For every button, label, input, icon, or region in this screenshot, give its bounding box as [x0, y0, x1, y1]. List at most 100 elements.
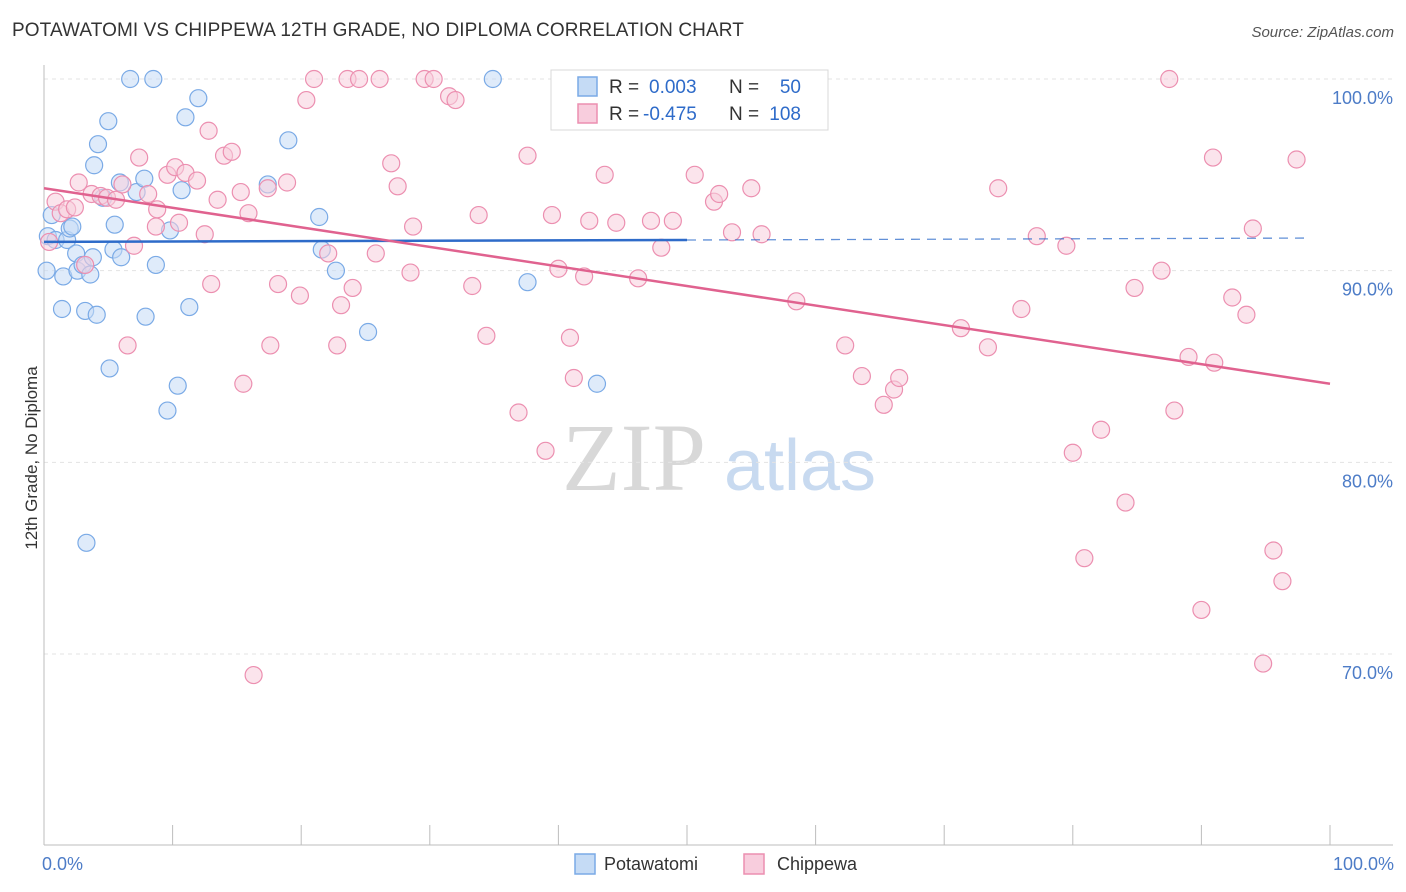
- point-potawatomi-37: [180, 297, 199, 317]
- point-chippewa-39: [304, 69, 324, 89]
- point-chippewa-94: [1091, 420, 1111, 439]
- point-chippewa-71: [641, 211, 661, 230]
- legend-swatch-potawatomi: [577, 76, 598, 97]
- point-potawatomi-21: [100, 359, 119, 378]
- y-tick-label-80: 80.0%: [1342, 471, 1393, 491]
- point-potawatomi-23: [105, 215, 124, 234]
- x-tick-right: 100.0%: [1333, 854, 1394, 874]
- x-tick-left: 0.0%: [42, 854, 83, 874]
- point-chippewa-51: [403, 217, 423, 236]
- point-chippewa-42: [331, 296, 351, 315]
- legend-r-label-1: R =: [609, 77, 639, 98]
- point-chippewa-95: [1116, 493, 1135, 512]
- trend-lines: [43, 187, 1331, 385]
- point-chippewa-85: [890, 368, 909, 388]
- y-tick-label-100: 100.0%: [1332, 88, 1393, 108]
- point-chippewa-83: [874, 395, 893, 414]
- point-potawatomi-46: [518, 273, 537, 292]
- point-chippewa-13: [124, 236, 144, 255]
- point-chippewa-87: [978, 338, 998, 357]
- point-chippewa-53: [424, 69, 443, 89]
- point-potawatomi-25: [112, 248, 131, 267]
- point-chippewa-35: [268, 274, 288, 294]
- point-chippewa-40: [319, 244, 338, 263]
- point-chippewa-65: [564, 368, 583, 388]
- point-chippewa-31: [239, 204, 258, 223]
- point-potawatomi-30: [144, 69, 163, 89]
- legend-n-label-1: N =: [729, 77, 759, 98]
- point-chippewa-15: [139, 184, 158, 204]
- trend-line-potawatomi: [43, 238, 688, 244]
- point-chippewa-50: [401, 263, 420, 282]
- point-chippewa-104: [1223, 288, 1242, 307]
- point-potawatomi-40: [279, 131, 298, 150]
- point-chippewa-89: [1012, 299, 1031, 319]
- point-potawatomi-31: [146, 255, 165, 275]
- point-chippewa-82: [852, 366, 871, 386]
- legend-n-value-2: 108: [769, 104, 801, 125]
- point-chippewa-48: [382, 154, 401, 173]
- bottom-legend-swatch-potawatomi: [574, 853, 596, 875]
- point-chippewa-56: [463, 276, 482, 296]
- point-chippewa-67: [580, 211, 599, 230]
- point-potawatomi-38: [189, 89, 208, 108]
- point-chippewa-77: [722, 223, 742, 242]
- watermark: ZIP atlas: [562, 404, 876, 511]
- point-potawatomi-34: [168, 376, 187, 395]
- point-chippewa-76: [710, 184, 729, 204]
- point-chippewa-109: [1273, 572, 1292, 591]
- point-chippewa-5: [69, 173, 88, 192]
- point-chippewa-30: [234, 374, 253, 393]
- point-potawatomi-35: [172, 181, 191, 200]
- point-chippewa-47: [370, 69, 389, 89]
- point-chippewa-78: [742, 179, 761, 198]
- point-chippewa-108: [1264, 541, 1283, 560]
- legend-r-label-2: R =: [609, 104, 639, 125]
- point-chippewa-33: [258, 179, 277, 198]
- y-tick-label-90: 90.0%: [1342, 280, 1393, 300]
- point-chippewa-101: [1192, 600, 1211, 620]
- point-potawatomi-28: [135, 169, 154, 188]
- point-chippewa-26: [208, 190, 227, 209]
- point-chippewa-81: [836, 336, 855, 355]
- point-chippewa-28: [222, 142, 241, 161]
- trend-line-chippewa: [43, 187, 1331, 385]
- point-potawatomi-17: [87, 305, 106, 324]
- point-chippewa-91: [1057, 236, 1076, 255]
- chart-title: POTAWATOMI VS CHIPPEWA 12TH GRADE, NO DI…: [12, 20, 744, 41]
- point-potawatomi-0: [37, 261, 56, 280]
- point-chippewa-38: [297, 90, 316, 110]
- point-chippewa-23: [195, 225, 214, 244]
- point-potawatomi-47: [587, 374, 607, 393]
- watermark-zip: ZIP: [562, 404, 706, 511]
- point-chippewa-36: [277, 173, 297, 192]
- point-chippewa-72: [652, 238, 671, 257]
- chart-source: Source: ZipAtlas.com: [1251, 24, 1394, 41]
- y-tick-labels: 100.0% 90.0% 80.0% 70.0%: [1332, 88, 1393, 683]
- y-axis-label: 12th Grade, No Diploma: [22, 366, 41, 550]
- bottom-legend-potawatomi: Potawatomi: [604, 854, 698, 874]
- point-potawatomi-43: [326, 261, 346, 280]
- point-potawatomi-44: [358, 322, 378, 342]
- legend-r-value-2: -0.475: [643, 104, 697, 125]
- point-chippewa-59: [509, 403, 528, 422]
- point-chippewa-106: [1243, 219, 1262, 238]
- point-chippewa-25: [202, 274, 221, 294]
- gridlines: [44, 78, 1393, 655]
- point-chippewa-92: [1063, 443, 1082, 462]
- point-chippewa-41: [328, 336, 347, 355]
- point-chippewa-37: [290, 286, 310, 305]
- point-potawatomi-16: [85, 156, 104, 175]
- point-chippewa-88: [989, 179, 1008, 198]
- trend-line-potawatomi-extension: [686, 237, 1305, 241]
- point-chippewa-63: [549, 259, 568, 278]
- point-chippewa-46: [366, 244, 385, 263]
- point-chippewa-12: [118, 336, 137, 355]
- point-chippewa-29: [231, 182, 250, 202]
- point-chippewa-34: [261, 336, 280, 355]
- point-chippewa-99: [1165, 401, 1184, 420]
- point-chippewa-11: [113, 175, 132, 194]
- point-chippewa-90: [1027, 227, 1046, 246]
- point-chippewa-79: [752, 225, 771, 244]
